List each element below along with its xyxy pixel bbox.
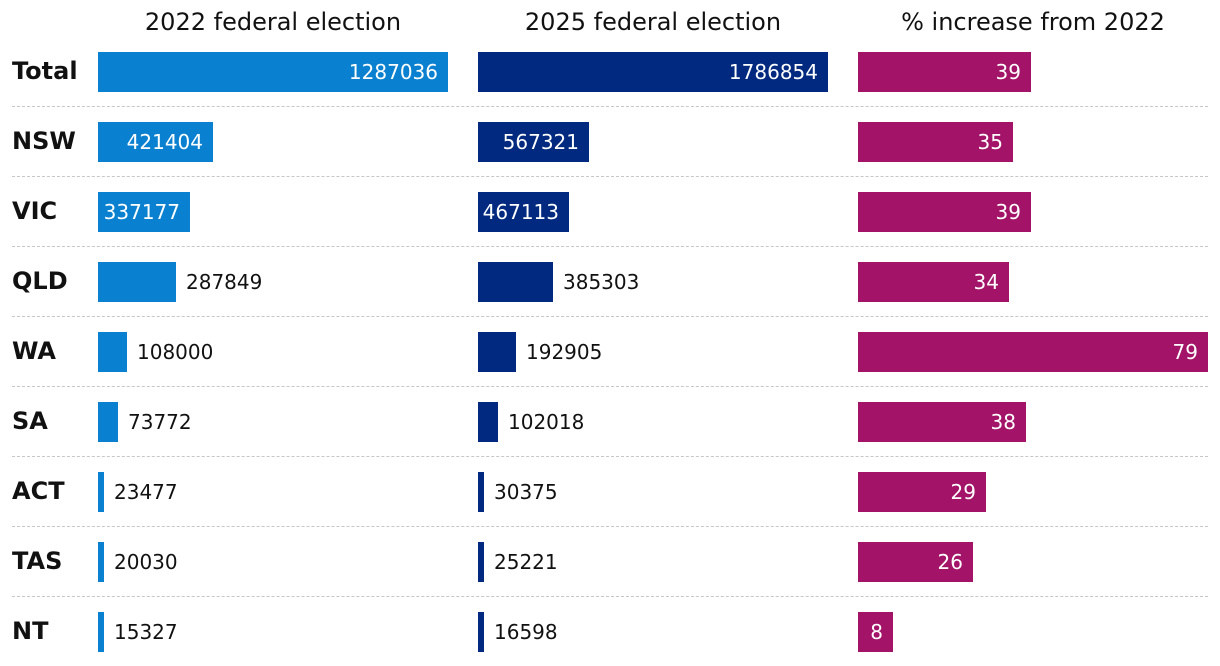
value-label-s0-total: 1287036 [348,60,438,84]
bar-s0-nsw [98,122,213,162]
value-label-s1-wa: 192905 [526,340,603,364]
row-divider [12,596,1208,597]
bar-s1-act [478,472,484,512]
value-label-s2-act: 29 [950,480,976,504]
bar-s1-qld [478,262,553,302]
bar-s1-total [478,52,828,92]
value-label-s2-nsw: 35 [977,130,1003,154]
value-label-s1-nsw: 567321 [502,130,579,154]
bar-s0-act [98,472,104,512]
bar-s2-nsw [858,122,1013,162]
bar-s0-sa [98,402,118,442]
bar-s2-qld [858,262,1009,302]
value-label-s2-sa: 38 [990,410,1016,434]
value-label-s0-vic: 337177 [103,200,180,224]
value-label-s1-qld: 385303 [563,270,640,294]
bar-s2-tas [858,542,973,582]
row-divider [12,456,1208,457]
column-title-2022: 2022 federal election [144,8,402,36]
row-label-nsw: NSW [12,127,76,155]
row-label-wa: WA [12,337,56,365]
row-divider [12,106,1208,107]
value-label-s0-qld: 287849 [186,270,263,294]
row-label-act: ACT [12,477,65,505]
bar-s2-wa [858,332,1208,372]
bar-s0-tas [98,542,104,582]
value-label-s0-nt: 15327 [114,620,178,644]
value-label-s1-sa: 102018 [508,410,585,434]
bar-s0-qld [98,262,176,302]
value-label-s2-nt: 8 [870,620,883,644]
row-divider [12,526,1208,527]
bar-s0-nt [98,612,104,652]
bar-s1-nt [478,612,484,652]
bar-s1-nsw [478,122,589,162]
value-label-s2-total: 39 [995,60,1021,84]
value-label-s1-act: 30375 [494,480,558,504]
bar-s2-total [858,52,1031,92]
bar-s2-nt [858,612,893,652]
value-label-s0-sa: 73772 [128,410,192,434]
value-label-s2-tas: 26 [937,550,963,574]
value-label-s1-vic: 467113 [482,200,559,224]
bar-s0-total [98,52,448,92]
bar-s0-vic [98,192,190,232]
value-label-s0-tas: 20030 [114,550,178,574]
value-label-s0-nsw: 421404 [126,130,203,154]
value-label-s0-wa: 108000 [137,340,214,364]
row-divider [12,176,1208,177]
bar-s1-vic [478,192,569,232]
row-label-tas: TAS [12,547,63,575]
column-title-2025: 2025 federal election [524,8,782,36]
bar-s2-vic [858,192,1031,232]
row-divider [12,246,1208,247]
bar-s1-tas [478,542,484,582]
row-divider [12,316,1208,317]
row-divider [12,386,1208,387]
value-label-s1-nt: 16598 [494,620,558,644]
bar-s1-sa [478,402,498,442]
value-label-s2-wa: 79 [1172,340,1198,364]
row-label-vic: VIC [12,197,58,225]
bar-s1-wa [478,332,516,372]
value-label-s1-total: 1786854 [728,60,818,84]
bar-s2-act [858,472,986,512]
row-label-total: Total [12,57,78,85]
value-label-s2-vic: 39 [995,200,1021,224]
value-label-s1-tas: 25221 [494,550,558,574]
row-label-nt: NT [12,617,49,645]
column-title-increase: % increase from 2022 [901,8,1165,36]
value-label-s0-act: 23477 [114,480,178,504]
bar-s0-wa [98,332,127,372]
row-label-sa: SA [12,407,48,435]
row-label-qld: QLD [12,267,68,295]
bar-s2-sa [858,402,1026,442]
value-label-s2-qld: 34 [973,270,999,294]
